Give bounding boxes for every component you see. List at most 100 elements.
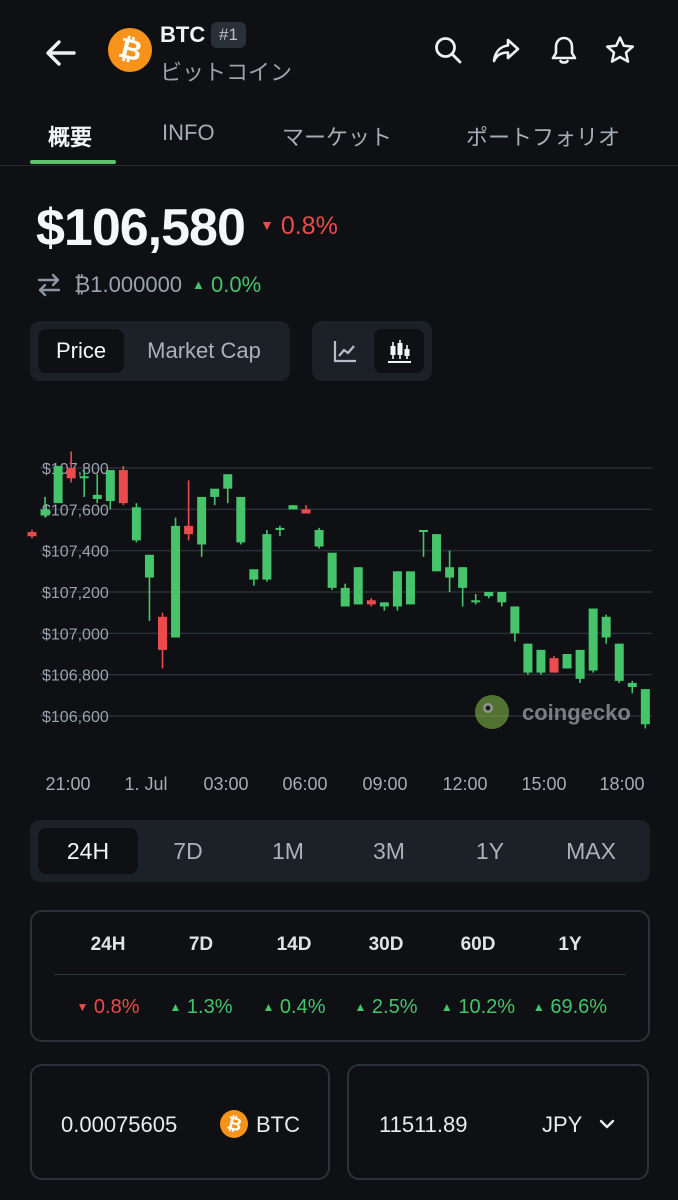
candle-body — [536, 649, 546, 673]
caret-up-icon: ▲ — [354, 1000, 367, 1014]
y-tick-label: $106,800 — [42, 668, 109, 685]
candle — [66, 451, 76, 483]
x-tick-label: 06:00 — [282, 774, 327, 794]
candle-body — [392, 571, 402, 607]
x-tick-label: 21:00 — [45, 774, 90, 794]
market-cap-toggle-button[interactable]: Market Cap — [147, 338, 261, 363]
candle — [523, 643, 533, 675]
candle — [575, 649, 585, 683]
candle-body — [92, 494, 102, 499]
line-chart-button[interactable] — [320, 329, 370, 373]
candle-body — [601, 616, 611, 638]
current-price: $106,580 — [36, 199, 246, 257]
candle — [210, 488, 220, 506]
candle — [301, 505, 311, 514]
candle — [510, 606, 520, 642]
candle-body — [458, 567, 468, 588]
candle-body — [327, 552, 337, 588]
btc-amount-field[interactable]: 0.00075605 ₿ BTC — [30, 1064, 330, 1180]
candle-body — [471, 600, 481, 603]
btc-price-row: ₿1.000000 ▲ 0.0% — [36, 270, 261, 300]
tab-info[interactable]: INFO — [162, 120, 215, 145]
perf-divider — [54, 974, 626, 975]
candle-body — [523, 643, 533, 673]
candle-body — [575, 649, 585, 679]
y-tick-label: $107,400 — [42, 544, 109, 561]
caret-up-icon: ▲ — [169, 1000, 182, 1014]
candle — [640, 689, 650, 729]
btc-amount-value[interactable]: 0.00075605 — [61, 1112, 178, 1137]
back-arrow-icon[interactable] — [40, 32, 82, 74]
candle — [392, 571, 402, 611]
candle-body — [236, 496, 246, 543]
candle — [262, 530, 272, 582]
share-icon[interactable] — [490, 34, 522, 66]
x-tick-label: 12:00 — [442, 774, 487, 794]
candle-body — [79, 476, 89, 479]
range-1y-button[interactable]: 1Y — [475, 838, 505, 864]
candle-body — [314, 530, 324, 547]
candle — [405, 571, 415, 605]
candle-body — [223, 474, 233, 489]
range-max-button[interactable]: MAX — [566, 838, 616, 864]
candlestick-chart-icon — [388, 340, 411, 363]
btc-price-change: ▲ 0.0% — [192, 272, 262, 297]
caret-up-icon: ▲ — [262, 1000, 275, 1014]
caret-up-icon: ▲ — [532, 1000, 545, 1014]
bell-icon[interactable] — [548, 34, 580, 66]
search-icon[interactable] — [432, 34, 464, 66]
candle — [458, 567, 468, 607]
candle-body — [275, 527, 285, 530]
candle — [223, 474, 233, 504]
candle-body — [40, 509, 50, 516]
fiat-currency-select[interactable]: JPY — [542, 1112, 583, 1137]
candle-body — [118, 470, 128, 504]
perf-header-1y: 1Y — [558, 934, 582, 955]
candle — [184, 480, 194, 541]
tab-portfolio[interactable]: ポートフォリオ — [466, 125, 621, 150]
chevron-down-icon[interactable] — [597, 1114, 617, 1134]
candle-body — [197, 496, 207, 545]
price-toggle-button[interactable]: Price — [38, 329, 124, 373]
candle — [445, 550, 455, 592]
rank-badge: #1 — [211, 22, 246, 48]
candle — [144, 554, 154, 621]
fiat-amount-value[interactable]: 11511.89 — [379, 1112, 468, 1137]
swap-icon — [37, 273, 61, 297]
candle — [601, 614, 611, 644]
candle-body — [366, 600, 376, 605]
coin-symbol: BTC — [160, 22, 206, 47]
x-tick-label: 15:00 — [521, 774, 566, 794]
x-tick-label: 09:00 — [362, 774, 407, 794]
btc-currency-label: BTC — [256, 1112, 300, 1137]
time-range-selector: 24H 7D 1M 3M 1Y MAX — [30, 820, 650, 882]
performance-table: 24H 7D 14D 30D 60D 1Y ▼ 0.8% ▲ 1.3% ▲ 0.… — [30, 910, 650, 1042]
fiat-amount-field[interactable]: 11511.89 JPY — [347, 1064, 649, 1180]
perf-value-24h: ▼ 0.8% — [76, 996, 140, 1018]
price-chart[interactable]: $107,800$107,600$107,400$107,200$107,000… — [0, 420, 678, 810]
candle — [118, 465, 128, 506]
candle — [353, 567, 363, 605]
star-icon[interactable] — [604, 34, 636, 66]
candle-body — [105, 470, 115, 502]
range-24h-button[interactable]: 24H — [38, 828, 138, 874]
tab-markets[interactable]: マーケット — [282, 125, 393, 150]
candle — [288, 505, 298, 510]
candle — [27, 530, 37, 539]
perf-header-60d: 60D — [460, 934, 496, 955]
bitcoin-small-icon: ₿ — [220, 1110, 248, 1138]
tab-overview[interactable]: 概要 — [48, 125, 93, 150]
candle — [432, 534, 442, 572]
candle-body — [249, 569, 259, 580]
candlestick-chart-button[interactable] — [374, 329, 424, 373]
candle — [588, 608, 598, 673]
candle-body — [497, 592, 507, 603]
range-3m-button[interactable]: 3M — [373, 838, 405, 864]
candle-body — [432, 534, 442, 572]
candle — [627, 680, 637, 694]
x-tick-label: 18:00 — [599, 774, 644, 794]
range-1m-button[interactable]: 1M — [272, 838, 304, 864]
perf-value-30d: ▲ 2.5% — [354, 996, 418, 1018]
candle-body — [379, 602, 389, 607]
range-7d-button[interactable]: 7D — [173, 838, 203, 864]
